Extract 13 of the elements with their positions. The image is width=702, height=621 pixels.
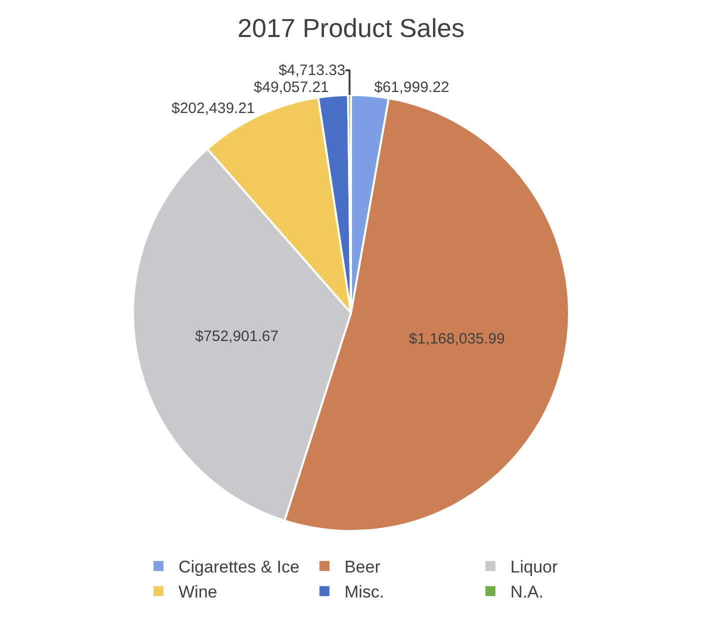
data-label: $1,168,035.99 bbox=[408, 330, 505, 348]
legend-label: Wine bbox=[178, 582, 218, 602]
chart-title: 2017 Product Sales bbox=[238, 12, 464, 43]
data-label: $4,713.33 bbox=[278, 62, 346, 79]
data-label: $202,439.21 bbox=[171, 100, 255, 117]
legend-label: Beer bbox=[344, 558, 381, 577]
data-label: $61,999.22 bbox=[374, 78, 450, 96]
data-label: $49,057.21 bbox=[254, 78, 329, 96]
legend-label: Cigarettes & Ice bbox=[178, 558, 300, 577]
legend-label: Liquor bbox=[510, 558, 558, 577]
legend-label: Misc. bbox=[344, 582, 384, 602]
data-label: $752,901.67 bbox=[195, 328, 279, 346]
legend-label: N.A. bbox=[510, 582, 544, 602]
